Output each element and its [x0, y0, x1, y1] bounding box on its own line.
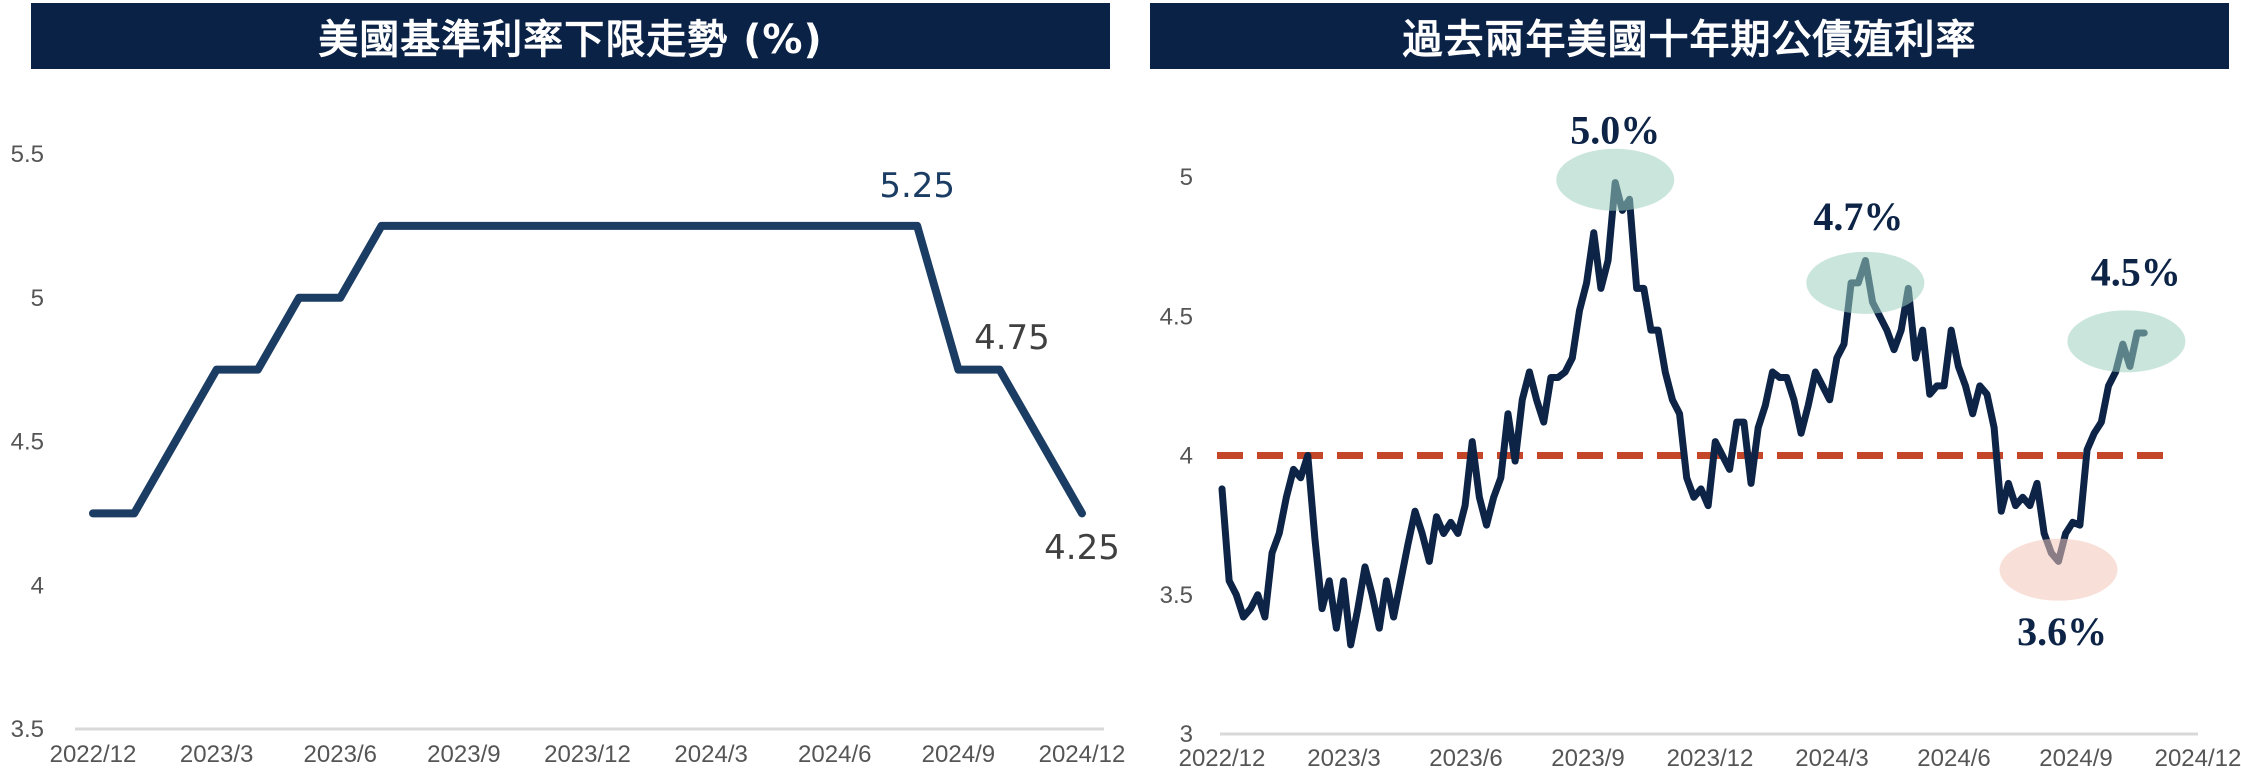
x-tick-label: 2022/12	[50, 741, 137, 768]
right-chart-title: 過去兩年美國十年期公債殖利率	[1150, 3, 2229, 69]
y-tick-label: 4	[1180, 443, 1193, 470]
highlight-ellipse	[1806, 251, 1925, 314]
data-label: 3.6%	[2017, 609, 2107, 654]
highlight-ellipse	[1556, 148, 1675, 211]
highlight-ellipse	[2067, 310, 2186, 373]
x-tick-label: 2024/9	[2039, 745, 2112, 772]
x-tick-label: 2023/3	[1307, 745, 1380, 772]
x-tick-label: 2024/3	[1795, 745, 1868, 772]
x-tick-label: 2024/6	[798, 741, 871, 768]
data-label: 5.0%	[1570, 108, 1660, 153]
x-tick-label: 2023/3	[180, 741, 253, 768]
x-tick-label: 2024/12	[1039, 741, 1126, 768]
x-tick-label: 2023/6	[304, 741, 377, 768]
x-tick-label: 2023/6	[1429, 745, 1502, 772]
x-tick-label: 2024/3	[674, 741, 747, 768]
x-tick-label: 2023/12	[1667, 745, 1754, 772]
x-tick-label: 2024/12	[2155, 745, 2241, 772]
y-tick-label: 4	[31, 572, 44, 599]
y-tick-label: 4.5	[1160, 303, 1193, 330]
data-label: 5.25	[879, 166, 955, 206]
data-label: 4.5%	[2091, 250, 2181, 295]
y-tick-label: 3.5	[11, 716, 44, 743]
x-tick-label: 2023/9	[427, 741, 500, 768]
x-tick-label: 2022/12	[1179, 745, 1266, 772]
y-tick-label: 4.5	[11, 429, 44, 456]
x-tick-label: 2024/9	[922, 741, 995, 768]
left-chart-title: 美國基準利率下限走勢 (%)	[31, 3, 1110, 69]
data-label: 4.7%	[1813, 194, 1903, 239]
treasury-yield-line	[1218, 179, 2148, 649]
y-tick-label: 5	[31, 285, 44, 312]
highlight-ellipse	[1999, 538, 2118, 601]
data-label: 4.25	[1044, 528, 1120, 568]
y-tick-label: 3.5	[1160, 582, 1193, 609]
y-tick-label: 3	[1180, 721, 1193, 748]
fed-rate-line	[89, 221, 1086, 518]
y-tick-label: 5.5	[11, 141, 44, 168]
y-tick-label: 5	[1180, 164, 1193, 191]
data-label: 4.75	[974, 318, 1050, 358]
x-tick-label: 2023/9	[1551, 745, 1624, 772]
x-tick-label: 2024/6	[1917, 745, 1990, 772]
x-tick-label: 2023/12	[544, 741, 631, 768]
